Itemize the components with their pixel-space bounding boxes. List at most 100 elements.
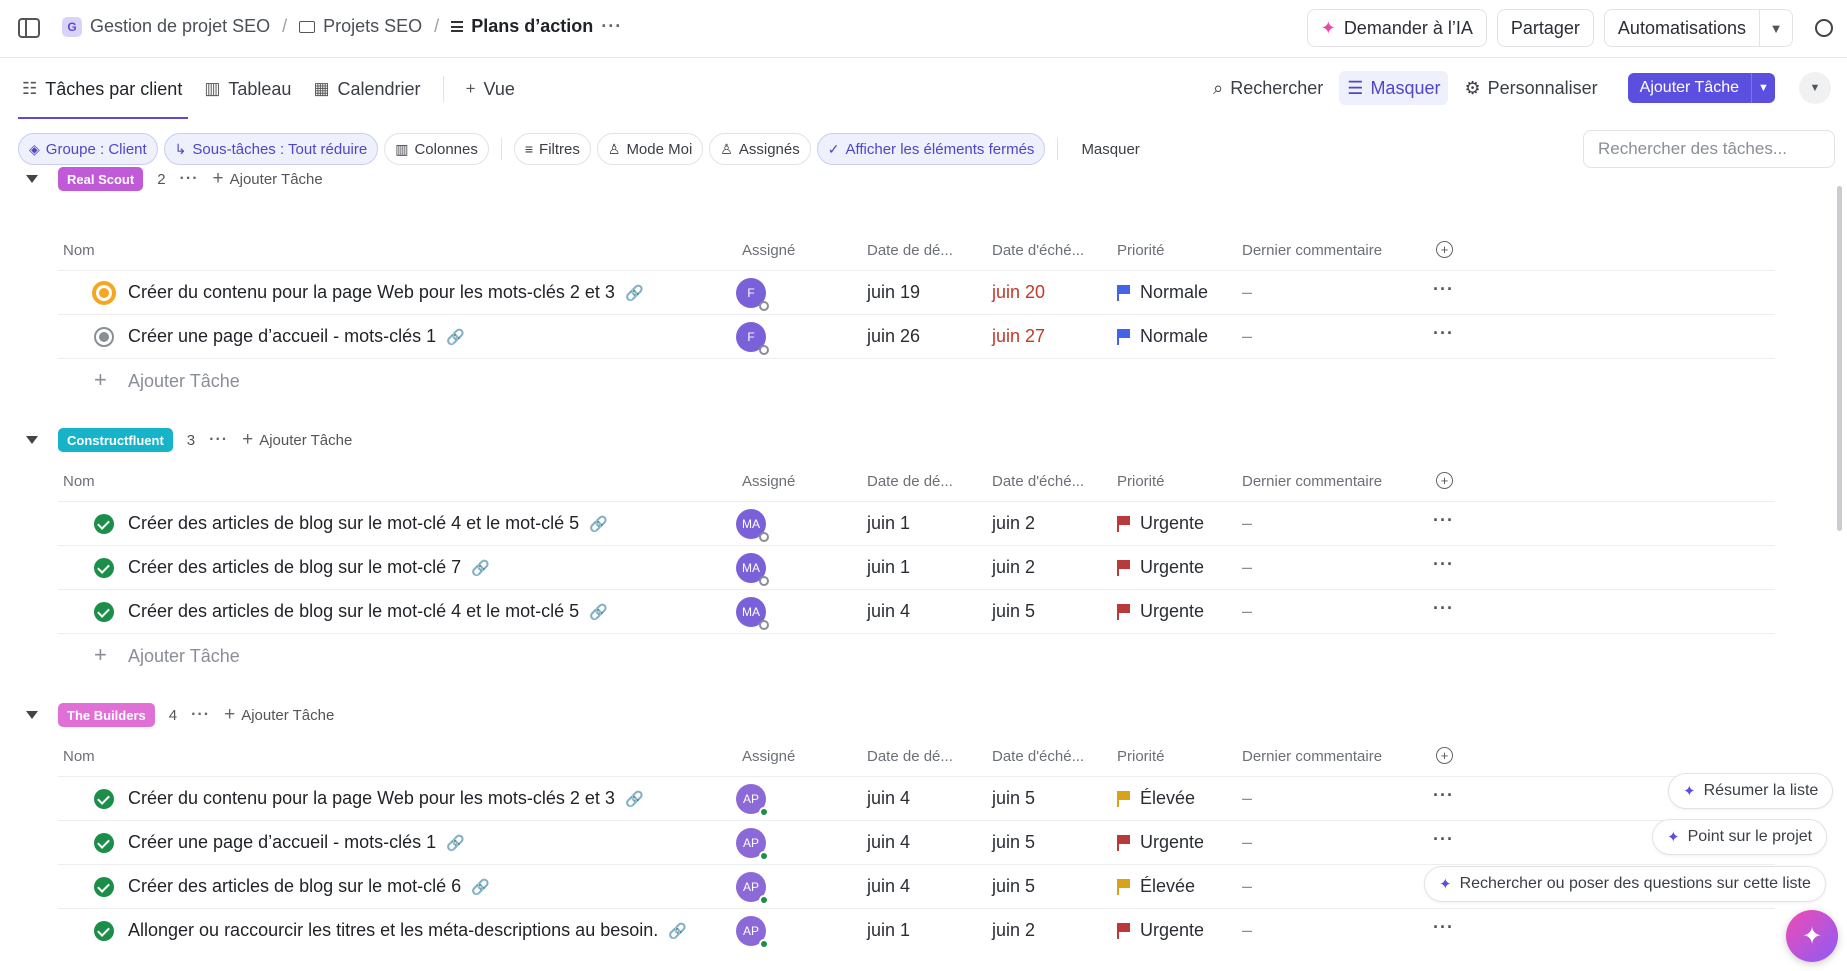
col-due-date[interactable]: Date d'éché... (992, 748, 1085, 765)
status-done-icon[interactable] (94, 558, 114, 578)
group-by-chip[interactable]: ◈ Groupe : Client (18, 133, 158, 165)
col-name[interactable]: Nom (63, 473, 95, 490)
avatar[interactable]: AP (736, 784, 769, 817)
col-assignee[interactable]: Assigné (742, 748, 796, 765)
collapse-triangle-icon[interactable] (26, 711, 38, 719)
automations-button[interactable]: Automatisations (1605, 10, 1760, 46)
tab-tasks-by-client[interactable]: ☷ Tâches par client (17, 59, 189, 119)
due-date[interactable]: juin 5 (992, 601, 1036, 621)
collapse-chevron-icon[interactable]: ▼ (1799, 72, 1831, 104)
link-icon[interactable]: 🔗 (624, 791, 644, 808)
table-row[interactable]: Créer des articles de blog sur le mot-cl… (58, 545, 1775, 589)
ai-project-status-button[interactable]: ✦ Point sur le projet (1652, 819, 1828, 855)
link-icon[interactable]: 🔗 (471, 560, 490, 577)
start-date[interactable]: juin 4 (867, 601, 911, 621)
col-due-date[interactable]: Date d'éché... (992, 242, 1085, 259)
avatar[interactable]: MA (736, 597, 769, 630)
row-more-icon[interactable]: ··· (1433, 829, 1454, 849)
link-icon[interactable]: 🔗 (589, 604, 608, 621)
priority[interactable]: Normale (1117, 282, 1208, 303)
avatar[interactable]: F (736, 278, 769, 311)
col-last-comment[interactable]: Dernier commentaire (1242, 473, 1383, 490)
ai-assistant-fab[interactable]: ✦ (1786, 910, 1838, 962)
row-more-icon[interactable]: ··· (1433, 510, 1454, 530)
avatar[interactable]: MA (736, 509, 769, 542)
col-priority[interactable]: Priorité (1117, 242, 1165, 259)
col-last-comment[interactable]: Dernier commentaire (1242, 242, 1383, 259)
hide-button[interactable]: ☰ Masquer (1339, 71, 1449, 105)
link-icon[interactable]: 🔗 (668, 923, 687, 940)
due-date[interactable]: juin 2 (992, 513, 1036, 533)
table-row[interactable]: Créer une page d’accueil - mots-clés 1 🔗 … (58, 820, 1775, 864)
table-row[interactable]: Créer une page d’accueil - mots-clés 1 🔗 … (58, 314, 1775, 358)
group-add-task-button[interactable]: + Ajouter Tâche (213, 168, 323, 190)
priority[interactable]: Normale (1117, 326, 1208, 347)
col-assignee[interactable]: Assigné (742, 242, 796, 259)
collapse-triangle-icon[interactable] (26, 436, 38, 444)
columns-chip[interactable]: ▥ Colonnes (384, 133, 489, 165)
collapse-triangle-icon[interactable] (26, 175, 38, 183)
status-done-icon[interactable] (94, 833, 114, 853)
priority[interactable]: Urgente (1117, 557, 1204, 578)
add-column-icon[interactable]: + (1436, 472, 1453, 489)
add-column-icon[interactable]: + (1436, 241, 1453, 258)
start-date[interactable]: juin 19 (867, 282, 921, 302)
chevron-down-icon[interactable]: ▼ (1751, 73, 1775, 103)
breadcrumb-more-icon[interactable]: ··· (601, 16, 623, 36)
group-add-task-button[interactable]: + Ajouter Tâche (242, 429, 352, 451)
customize-button[interactable]: ⚙ Personnaliser (1456, 71, 1605, 105)
status-done-icon[interactable] (94, 602, 114, 622)
col-start-date[interactable]: Date de dé... (867, 473, 953, 490)
add-view-button[interactable]: + Vue (466, 59, 515, 119)
group-badge[interactable]: Real Scout (58, 167, 144, 191)
avatar[interactable]: AP (736, 916, 769, 949)
table-row[interactable]: Allonger ou raccourcir les titres et les… (58, 908, 1775, 952)
priority[interactable]: Urgente (1117, 601, 1204, 622)
chat-icon[interactable] (1815, 19, 1833, 37)
task-name[interactable]: Créer une page d’accueil - mots-clés 1 🔗 (128, 326, 465, 347)
due-date[interactable]: juin 2 (992, 920, 1036, 940)
link-icon[interactable]: 🔗 (471, 879, 490, 896)
table-row[interactable]: Créer des articles de blog sur le mot-cl… (58, 864, 1775, 908)
task-name[interactable]: Créer une page d’accueil - mots-clés 1 🔗 (128, 832, 465, 853)
link-icon[interactable]: 🔗 (624, 285, 644, 302)
tab-board[interactable]: ▥ Tableau (204, 59, 291, 119)
status-todo-icon[interactable] (94, 327, 114, 347)
col-priority[interactable]: Priorité (1117, 473, 1165, 490)
tab-calendar[interactable]: ▦ Calendrier (313, 59, 420, 119)
col-name[interactable]: Nom (63, 242, 95, 259)
priority[interactable]: Élevée (1117, 788, 1195, 809)
avatar[interactable]: AP (736, 828, 769, 861)
group-badge[interactable]: The Builders (58, 703, 155, 727)
due-date[interactable]: juin 27 (992, 326, 1046, 346)
col-last-comment[interactable]: Dernier commentaire (1242, 748, 1383, 765)
table-row[interactable]: Créer des articles de blog sur le mot-cl… (58, 501, 1775, 545)
table-row[interactable]: Créer du contenu pour la page Web pour l… (58, 776, 1775, 820)
share-button[interactable]: Partager (1496, 9, 1594, 47)
status-done-icon[interactable] (94, 921, 114, 941)
link-icon[interactable]: 🔗 (446, 329, 465, 346)
status-done-icon[interactable] (94, 789, 114, 809)
col-name[interactable]: Nom (63, 748, 95, 765)
row-more-icon[interactable]: ··· (1433, 323, 1454, 343)
task-name[interactable]: Allonger ou raccourcir les titres et les… (128, 920, 687, 941)
me-mode-chip[interactable]: ♙ Mode Moi (596, 133, 704, 165)
start-date[interactable]: juin 1 (867, 513, 911, 533)
sidebar-toggle-icon[interactable] (18, 18, 40, 38)
priority[interactable]: Élevée (1117, 876, 1195, 897)
priority[interactable]: Urgente (1117, 513, 1204, 534)
ai-summarize-button[interactable]: ✦ Résumer la liste (1668, 773, 1834, 809)
hide-chip[interactable]: Masquer (1070, 133, 1151, 165)
avatar[interactable]: F (736, 322, 769, 355)
avatar[interactable]: AP (736, 872, 769, 905)
start-date[interactable]: juin 26 (867, 326, 921, 346)
status-done-icon[interactable] (94, 877, 114, 897)
task-name[interactable]: Créer du contenu pour la page Web pour l… (128, 282, 644, 303)
task-name[interactable]: Créer des articles de blog sur le mot-cl… (128, 513, 608, 534)
group-more-icon[interactable]: ··· (191, 706, 211, 723)
filters-chip[interactable]: ≡ Filtres (513, 133, 591, 165)
task-name[interactable]: Créer du contenu pour la page Web pour l… (128, 788, 644, 809)
due-date[interactable]: juin 2 (992, 557, 1036, 577)
row-more-icon[interactable]: ··· (1433, 598, 1454, 618)
start-date[interactable]: juin 1 (867, 557, 911, 577)
